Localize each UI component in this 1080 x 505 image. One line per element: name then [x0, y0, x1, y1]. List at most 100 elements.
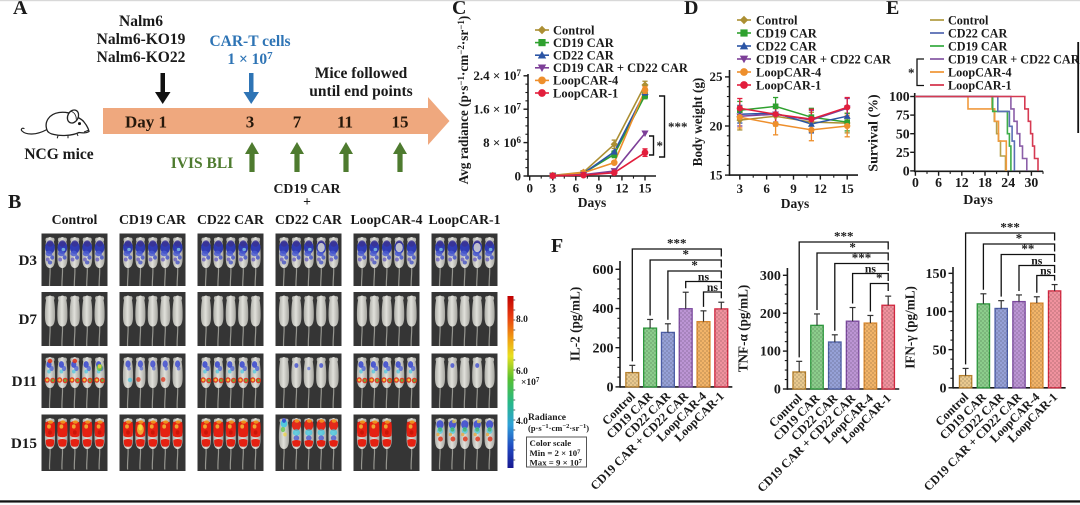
svg-text:D3: D3 [18, 252, 37, 269]
svg-text:(p·s−1·cm−2·sr−1): (p·s−1·cm−2·sr−1) [528, 423, 589, 433]
svg-text:LoopCAR-1: LoopCAR-1 [553, 86, 618, 100]
svg-text:Days: Days [963, 193, 993, 208]
svg-text:3: 3 [550, 181, 557, 196]
svg-text:Day 1: Day 1 [125, 113, 167, 132]
svg-text:24: 24 [1001, 175, 1015, 190]
svg-text:6: 6 [763, 181, 770, 196]
svg-text:***: *** [834, 229, 854, 244]
svg-text:Days: Days [578, 195, 607, 210]
svg-text:***: *** [668, 119, 688, 134]
svg-text:CD22 CAR: CD22 CAR [756, 39, 818, 53]
svg-text:CD19 CAR: CD19 CAR [553, 36, 615, 50]
svg-text:Control: Control [52, 212, 98, 227]
svg-text:12: 12 [615, 181, 628, 196]
svg-text:***: *** [667, 236, 687, 251]
svg-text:until end points: until end points [309, 83, 412, 100]
svg-text:18: 18 [978, 175, 992, 190]
svg-text:*: * [682, 247, 689, 262]
svg-text:+: + [303, 194, 311, 209]
svg-text:ns: ns [698, 270, 710, 284]
svg-text:0: 0 [526, 181, 533, 196]
svg-text:6.0: 6.0 [516, 367, 528, 377]
svg-text:Min = 2 × 107: Min = 2 × 107 [530, 448, 582, 458]
svg-text:100: 100 [926, 305, 947, 320]
svg-text:Nalm6-KO22: Nalm6-KO22 [97, 49, 186, 66]
svg-text:LoopCAR-1: LoopCAR-1 [756, 78, 821, 92]
svg-text:0: 0 [940, 381, 947, 396]
svg-text:3: 3 [737, 181, 744, 196]
svg-text:8 × 106: 8 × 106 [483, 135, 521, 150]
svg-text:9: 9 [596, 181, 603, 196]
svg-text:25: 25 [896, 145, 910, 160]
svg-text:CD19 CAR + CD22 CAR: CD19 CAR + CD22 CAR [948, 52, 1080, 66]
svg-text:200: 200 [593, 341, 614, 356]
svg-text:LoopCAR-1: LoopCAR-1 [948, 78, 1012, 92]
svg-text:15: 15 [639, 181, 653, 196]
svg-text:3: 3 [246, 113, 255, 132]
svg-text:D11: D11 [12, 373, 37, 390]
svg-text:***: *** [1000, 220, 1020, 235]
svg-text:0: 0 [912, 175, 919, 190]
svg-text:Nalm6: Nalm6 [119, 13, 163, 30]
svg-text:IFN-γ (pg/mL): IFN-γ (pg/mL) [903, 286, 918, 369]
svg-text:D7: D7 [18, 311, 37, 328]
svg-text:F: F [551, 235, 563, 257]
svg-text:Control: Control [948, 13, 989, 27]
svg-text:7: 7 [293, 113, 302, 132]
svg-text:CD22 CAR: CD22 CAR [275, 212, 343, 227]
svg-text:D: D [684, 0, 698, 19]
svg-text:12: 12 [814, 181, 827, 196]
svg-text:8.0: 8.0 [516, 315, 528, 325]
svg-text:CD22 CAR: CD22 CAR [197, 212, 265, 227]
svg-text:0: 0 [607, 381, 614, 396]
svg-text:50: 50 [933, 343, 947, 358]
svg-text:*: * [1016, 231, 1023, 246]
svg-text:300: 300 [760, 269, 781, 284]
svg-text:CD19 CAR: CD19 CAR [948, 39, 1007, 53]
svg-text:400: 400 [593, 302, 614, 317]
svg-text:Body weight (g): Body weight (g) [690, 78, 705, 167]
svg-text:11: 11 [337, 113, 353, 132]
svg-text:600: 600 [593, 263, 614, 278]
svg-text:CD22 CAR: CD22 CAR [948, 26, 1007, 40]
svg-text:30: 30 [1025, 175, 1039, 190]
svg-text:ns: ns [1031, 254, 1043, 268]
svg-text:CD22 CAR: CD22 CAR [553, 49, 615, 63]
svg-text:CD19 CAR: CD19 CAR [119, 212, 187, 227]
svg-text:Mice followed: Mice followed [315, 65, 408, 82]
svg-text:A: A [13, 0, 28, 19]
svg-text:ns: ns [865, 262, 877, 276]
svg-text:6: 6 [573, 181, 580, 196]
svg-text:ns: ns [1040, 264, 1052, 278]
svg-text:Days: Days [781, 196, 810, 211]
svg-text:***: *** [852, 250, 872, 265]
svg-text:LoopCAR-4: LoopCAR-4 [350, 212, 422, 227]
svg-text:LoopCAR-4: LoopCAR-4 [756, 65, 822, 79]
svg-text:20: 20 [710, 118, 723, 133]
svg-text:*: * [908, 65, 915, 80]
svg-text:IL-2 (pg/mL): IL-2 (pg/mL) [568, 287, 583, 361]
svg-text:CD19 CAR + CD22 CAR: CD19 CAR + CD22 CAR [756, 52, 892, 66]
svg-text:NCG mice: NCG mice [24, 146, 93, 163]
svg-text:IVIS BLI: IVIS BLI [171, 155, 233, 172]
svg-text:E: E [886, 0, 899, 19]
svg-text:100: 100 [760, 345, 781, 360]
svg-text:Survival (%): Survival (%) [867, 94, 882, 172]
svg-text:*: * [876, 270, 883, 285]
svg-text:15: 15 [841, 181, 855, 196]
svg-text:LoopCAR-4: LoopCAR-4 [553, 74, 619, 88]
svg-text:15: 15 [710, 167, 724, 182]
svg-text:Avg radiance (p·s−1·cm−2·sr−1): Avg radiance (p·s−1·cm−2·sr−1) [456, 16, 471, 185]
svg-text:×107: ×107 [521, 376, 540, 388]
svg-text:9: 9 [790, 181, 797, 196]
svg-text:*: * [849, 240, 856, 255]
svg-text:50: 50 [896, 126, 910, 141]
svg-text:75: 75 [896, 108, 910, 123]
svg-text:Control: Control [756, 13, 798, 27]
svg-text:Nalm6-KO19: Nalm6-KO19 [97, 31, 186, 48]
svg-text:Control: Control [553, 23, 595, 37]
svg-text:*: * [691, 258, 698, 273]
svg-text:TNF-α (pg/mL): TNF-α (pg/mL) [736, 285, 751, 373]
svg-text:*: * [657, 138, 664, 153]
svg-text:0: 0 [903, 164, 910, 179]
